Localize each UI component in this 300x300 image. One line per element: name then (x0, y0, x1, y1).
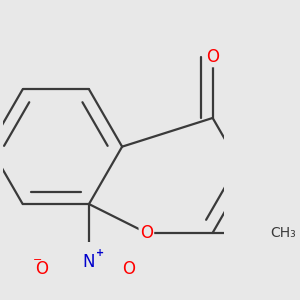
Text: O: O (35, 260, 48, 278)
Text: +: + (96, 248, 104, 258)
Text: O: O (122, 260, 135, 278)
Text: CH₃: CH₃ (270, 226, 296, 240)
Text: −: − (33, 255, 42, 265)
Text: N: N (83, 254, 95, 272)
Text: O: O (206, 48, 219, 66)
Text: O: O (140, 224, 153, 242)
